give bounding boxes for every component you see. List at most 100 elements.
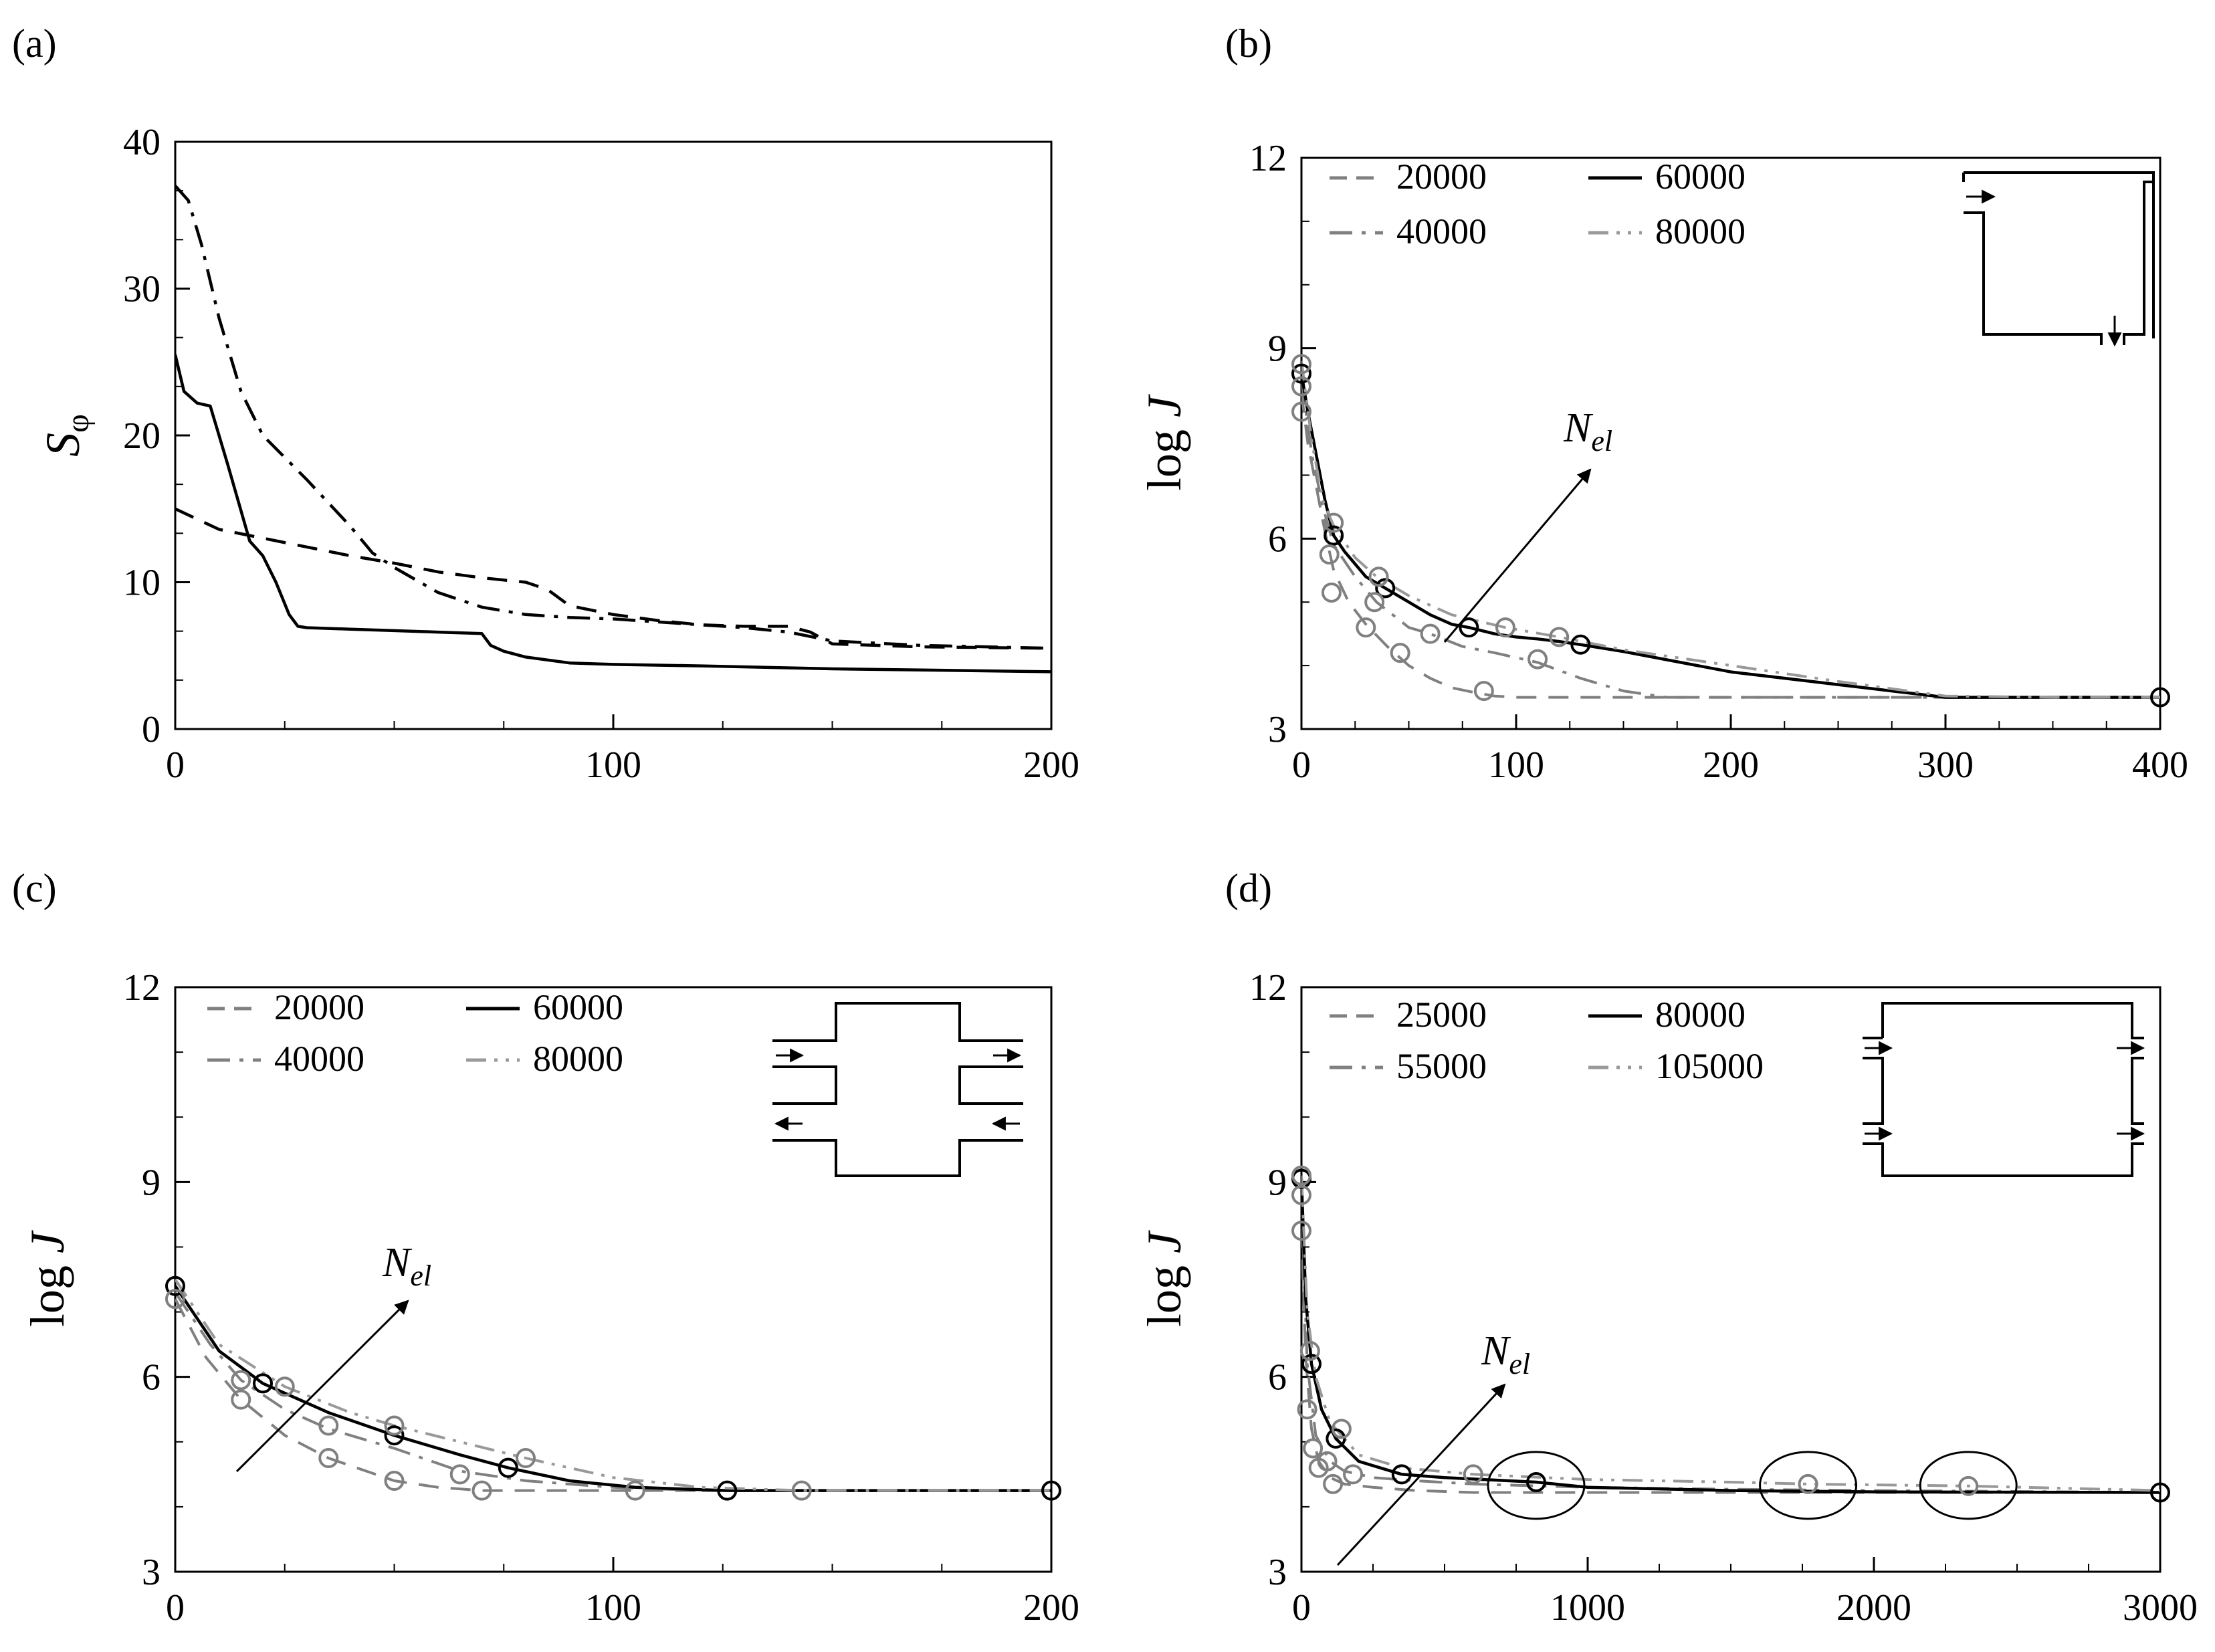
series-line-40000 bbox=[1301, 379, 2160, 699]
y-tick-label: 3 bbox=[1268, 709, 1287, 750]
nel-arrow bbox=[1336, 1383, 1506, 1566]
y-axis-label-main: S bbox=[36, 433, 90, 457]
nel-label: Nel bbox=[1481, 1328, 1530, 1380]
highlight-ellipse bbox=[1487, 1451, 1586, 1520]
y-tick-label: 3 bbox=[142, 1552, 161, 1593]
nel-sub: el bbox=[410, 1259, 431, 1292]
data-marker bbox=[1525, 1471, 1546, 1492]
series-line-25000 bbox=[1301, 1227, 2160, 1494]
x-tick-label: 300 bbox=[1917, 744, 1974, 786]
series-line-dash-dot bbox=[175, 185, 1051, 650]
data-marker bbox=[1459, 617, 1479, 638]
data-marker bbox=[1356, 617, 1376, 638]
inset-c-right-mid bbox=[958, 1065, 1023, 1105]
data-marker bbox=[1549, 627, 1570, 647]
inset-b-left-bottom bbox=[1964, 211, 2103, 345]
data-marker bbox=[1291, 376, 1311, 397]
data-marker bbox=[1326, 1428, 1346, 1449]
highlight-ellipse bbox=[1919, 1451, 2018, 1520]
x-tick-label: 100 bbox=[585, 744, 641, 786]
data-marker bbox=[717, 1480, 738, 1501]
data-marker bbox=[1391, 1464, 1412, 1485]
series-line-20000 bbox=[175, 1298, 1051, 1492]
y-tick-label: 12 bbox=[1249, 967, 1287, 1009]
nel-arrow bbox=[1443, 468, 1592, 643]
nel-sub: el bbox=[1591, 425, 1612, 457]
inset-c-top bbox=[772, 1002, 1023, 1042]
data-marker bbox=[1343, 1464, 1364, 1485]
plot-frame bbox=[174, 140, 1053, 730]
series-group bbox=[1301, 1175, 2160, 1494]
series-line-80000 bbox=[175, 1278, 1051, 1492]
nel-label: Nel bbox=[1563, 405, 1612, 457]
legend-label: 40000 bbox=[1396, 211, 1487, 251]
x-tick-label: 200 bbox=[1703, 744, 1759, 786]
panel-label: (a) bbox=[12, 21, 57, 66]
data-marker bbox=[1390, 643, 1410, 663]
y-axis-label-sub: φ bbox=[60, 414, 96, 433]
series-line-dashed bbox=[175, 507, 1051, 650]
data-marker bbox=[1297, 1399, 1317, 1420]
data-marker bbox=[384, 1415, 405, 1436]
series-group bbox=[175, 185, 1051, 674]
inset-c-bottom bbox=[772, 1139, 1023, 1177]
data-marker bbox=[2150, 1482, 2170, 1503]
data-marker bbox=[1291, 1221, 1311, 1241]
inset-d-right-mid bbox=[2131, 1057, 2144, 1125]
data-marker bbox=[498, 1457, 518, 1478]
nel-main: N bbox=[382, 1240, 413, 1285]
legend-label: 20000 bbox=[1396, 157, 1487, 197]
y-axis-label-var: J bbox=[21, 1230, 74, 1253]
data-marker bbox=[1301, 1354, 1322, 1374]
x-tick-label: 0 bbox=[1292, 744, 1311, 786]
x-tick-label: 0 bbox=[166, 1587, 185, 1629]
data-marker bbox=[1041, 1480, 1061, 1501]
legend-label: 40000 bbox=[274, 1039, 364, 1079]
data-marker bbox=[1798, 1473, 1818, 1494]
data-marker bbox=[791, 1480, 812, 1501]
x-tick-label: 3000 bbox=[2123, 1587, 2198, 1629]
y-tick-label: 10 bbox=[123, 562, 161, 604]
data-marker bbox=[1570, 634, 1591, 655]
data-marker bbox=[1463, 1464, 1483, 1485]
panel-label: (b) bbox=[1225, 21, 1272, 66]
data-marker bbox=[1473, 681, 1494, 702]
data-marker bbox=[1495, 617, 1515, 638]
data-marker bbox=[231, 1389, 251, 1410]
x-tick-label: 0 bbox=[1292, 1587, 1311, 1629]
series-group bbox=[1301, 360, 2160, 699]
data-marker bbox=[1291, 401, 1311, 422]
data-marker bbox=[2150, 687, 2170, 708]
panel-label: (d) bbox=[1225, 866, 1272, 910]
y-axis-label: Sφ bbox=[36, 414, 96, 457]
series-group bbox=[175, 1278, 1051, 1492]
inset-c-left-mid bbox=[772, 1065, 837, 1105]
series-line-60000 bbox=[1301, 373, 2160, 699]
y-tick-label: 40 bbox=[123, 122, 161, 163]
series-line-105000 bbox=[1301, 1175, 2160, 1492]
data-marker bbox=[1321, 582, 1342, 603]
data-marker bbox=[1420, 623, 1441, 644]
series-line-20000 bbox=[1301, 392, 2160, 699]
data-marker bbox=[1303, 1438, 1324, 1459]
legend-label: 105000 bbox=[1655, 1046, 1764, 1086]
x-tick-label: 0 bbox=[166, 744, 185, 786]
y-axis-label: log J bbox=[21, 1230, 74, 1327]
legend-label: 20000 bbox=[274, 987, 364, 1027]
nel-main: N bbox=[1563, 405, 1594, 451]
series-line-40000 bbox=[175, 1292, 1051, 1492]
y-axis-label: log J bbox=[1138, 1230, 1191, 1327]
series-line-60000 bbox=[175, 1285, 1051, 1492]
y-tick-label: 12 bbox=[123, 967, 161, 1009]
series-line-80000 bbox=[1301, 1178, 2160, 1494]
y-tick-label: 6 bbox=[142, 1357, 161, 1399]
panel-c: (c) 0 100 200 3 6 9 12 log J 20000 60000 40000 80000… bbox=[12, 866, 1079, 1629]
data-marker bbox=[165, 1275, 185, 1296]
nel-label: Nel bbox=[382, 1240, 431, 1292]
inset-b-top bbox=[1964, 171, 2155, 338]
series-line-55000 bbox=[1301, 1195, 2160, 1494]
y-tick-label: 30 bbox=[123, 269, 161, 310]
inset-d-top bbox=[1881, 1002, 2144, 1039]
inset-d-bottom bbox=[1863, 1142, 2144, 1177]
